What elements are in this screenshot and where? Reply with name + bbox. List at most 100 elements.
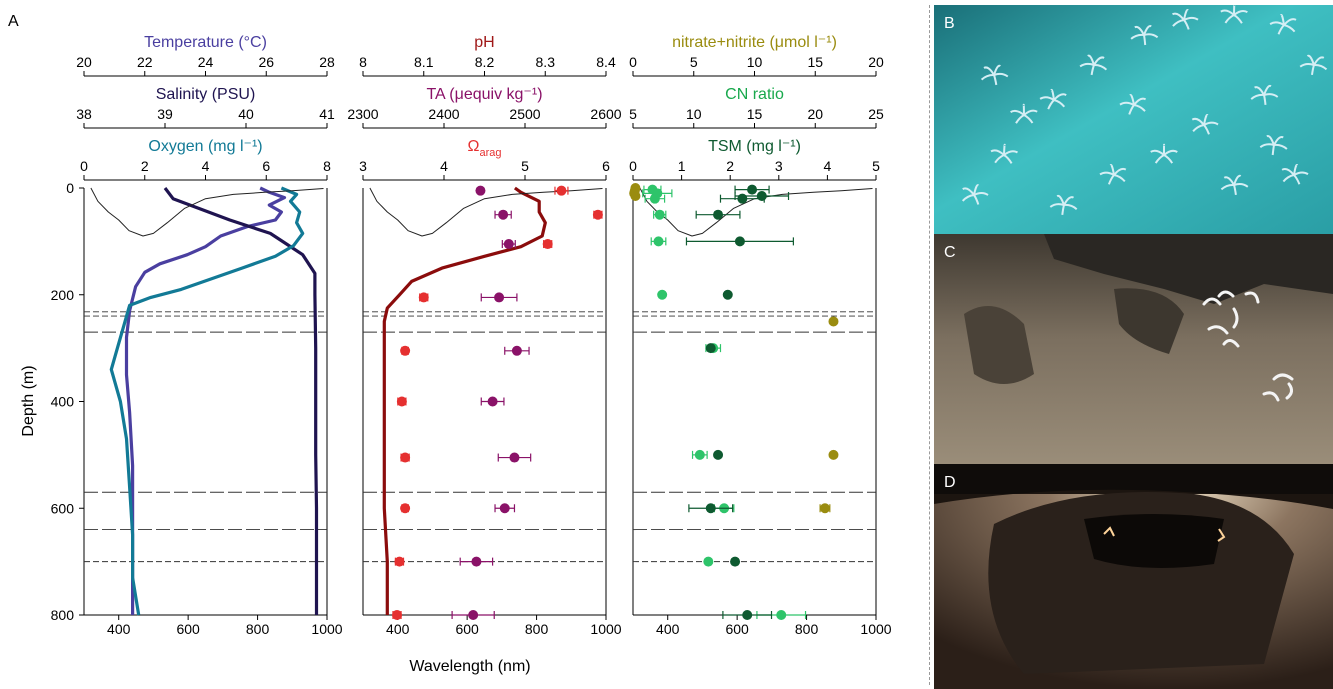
coral-branch (1233, 14, 1243, 24)
y-tick-label: 200 (51, 287, 75, 303)
data-point (828, 316, 839, 327)
x-tick-label: 800 (795, 621, 819, 637)
coral-branch (1191, 117, 1205, 126)
data-point (630, 191, 641, 202)
x-axis-title: TSM (mg l⁻¹) (708, 138, 801, 155)
coral-branch (1283, 18, 1297, 26)
coral-branch (1087, 54, 1095, 66)
coral-branch (1280, 13, 1285, 26)
x-tick-label: 2 (726, 158, 734, 174)
photo-letter-c: C (944, 244, 956, 261)
photo-letter-b: B (944, 15, 955, 32)
coral-branch (993, 72, 1009, 78)
coral-branch (1192, 124, 1205, 132)
data-point (722, 289, 733, 300)
coral-branch (1050, 88, 1055, 101)
figure-panel-a: A Depth (m) Wavelength (nm) 20 22 24 26 28Te… (8, 13, 892, 675)
coral-branch (1313, 56, 1325, 66)
coral-branch (1099, 171, 1115, 176)
x-tick-label: 5 (629, 106, 637, 122)
coral-branch (1053, 93, 1067, 101)
coral-branch (993, 64, 1001, 76)
coral-branch (1090, 64, 1095, 76)
coral-branch (1061, 204, 1065, 216)
coral-branch (1056, 194, 1065, 206)
x-tick-label: 600 (725, 621, 749, 637)
coral-branch (973, 184, 980, 196)
data-point (747, 184, 758, 195)
data-point (730, 556, 741, 567)
data-point (694, 449, 705, 460)
x-tick-label: 6 (262, 158, 270, 174)
data-point (499, 503, 510, 514)
coral-branch (1183, 19, 1190, 30)
coral-branch (973, 192, 989, 196)
coral-branch (1281, 168, 1295, 176)
coral-branch (1015, 114, 1025, 124)
data-point (705, 503, 716, 514)
coral-branch (1273, 136, 1284, 146)
coral-branch (1003, 150, 1019, 156)
coral-branch (1134, 25, 1145, 36)
x-tick-label: 400 (656, 621, 680, 637)
coral-branch (962, 187, 975, 196)
x-tick-label: 24 (198, 54, 214, 70)
x-axis-title: CN ratio (725, 86, 784, 103)
data-point (756, 191, 767, 202)
coral-branch (1233, 184, 1237, 196)
x-tick-label: 8.1 (414, 54, 434, 70)
data-point (394, 556, 405, 567)
x-tick-label: 400 (107, 621, 131, 637)
x-tick-label: 2 (141, 158, 149, 174)
coral-branch (1293, 171, 1309, 176)
x-tick-label: 2400 (428, 106, 459, 122)
x-tick-label: 1000 (590, 621, 621, 637)
data-point (511, 345, 522, 356)
data-point (418, 292, 429, 303)
x-axis-title: pH (474, 34, 494, 51)
x-tick-label: 0 (629, 158, 637, 174)
data-point (737, 193, 748, 204)
x-tick-label: 3 (775, 158, 783, 174)
coral-branch (1079, 62, 1095, 68)
panel-label: A (8, 13, 19, 30)
data-point (400, 503, 411, 514)
x-tick-label: 5 (521, 158, 529, 174)
data-point (776, 610, 787, 620)
coral-branch (1220, 9, 1235, 16)
x-tick-label: 22 (137, 54, 153, 70)
coral-branch (1093, 63, 1108, 71)
coral-branch (1063, 203, 1078, 210)
x-tick-label: 39 (157, 106, 173, 122)
data-point (819, 503, 830, 514)
coral-branch (1299, 62, 1315, 68)
coral-branch (1259, 143, 1275, 149)
x-tick-label: 28 (319, 54, 335, 70)
data-point (503, 239, 514, 250)
coral-branch (993, 74, 998, 86)
data-point (713, 209, 724, 220)
x-tick-label: 8 (323, 158, 331, 174)
coral-branch (1203, 121, 1219, 126)
x-tick-label: 600 (455, 621, 479, 637)
photo-c-seafloor-rocks: C (934, 234, 1333, 464)
x-tick-label: 15 (807, 54, 823, 70)
x-tick-label: 4 (202, 158, 210, 174)
x-axis-title: Ωarag (468, 138, 502, 159)
x-tick-label: 10 (686, 106, 702, 122)
coral-branch (1293, 174, 1301, 185)
x-tick-label: 1 (678, 158, 686, 174)
coral-branch (1271, 144, 1275, 156)
coral-branch (1130, 33, 1145, 40)
data-point (649, 193, 660, 204)
x-tick-label: 2300 (347, 106, 378, 122)
coral-branch (1313, 63, 1328, 71)
x-tick-label: 20 (76, 54, 92, 70)
data-point (396, 396, 407, 407)
coral-branch (1254, 86, 1265, 96)
coral-branch (1263, 93, 1279, 98)
coral-branch (1023, 109, 1038, 116)
y-tick-label: 0 (66, 180, 74, 196)
x-tick-label: 40 (238, 106, 254, 122)
coral-branch (1233, 10, 1248, 16)
